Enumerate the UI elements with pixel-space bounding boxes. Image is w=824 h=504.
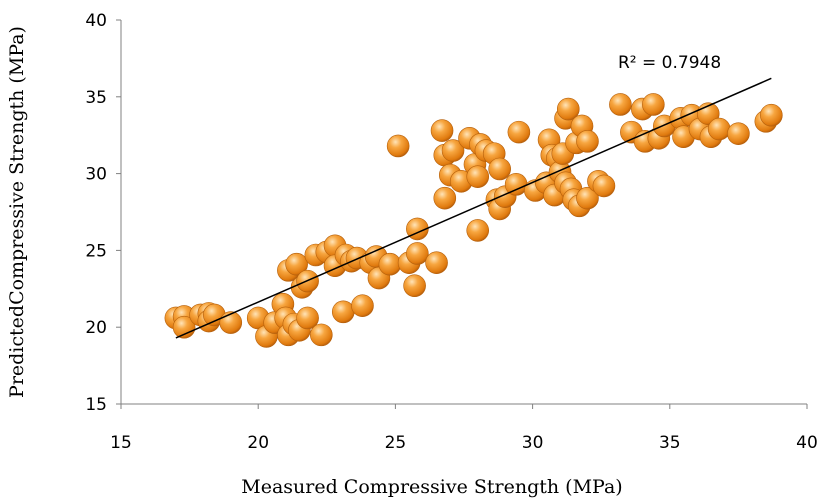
data-point — [433, 186, 457, 210]
data-point — [466, 219, 490, 242]
data-point — [576, 186, 599, 210]
data-points — [164, 93, 783, 348]
data-point — [609, 93, 632, 116]
data-point — [425, 251, 448, 274]
data-point — [727, 122, 750, 145]
data-point — [592, 174, 616, 198]
data-point — [331, 300, 355, 324]
x-tick-label: 30 — [522, 433, 544, 453]
data-point — [556, 97, 580, 121]
data-point — [441, 139, 465, 162]
x-tick-label: 25 — [385, 433, 407, 453]
data-point — [488, 157, 511, 181]
y-tick-label: 35 — [85, 88, 107, 108]
y-tick-label: 30 — [85, 165, 107, 185]
y-tick-label: 40 — [85, 11, 107, 31]
data-point — [351, 294, 374, 317]
data-point — [406, 242, 429, 265]
data-point — [430, 119, 454, 142]
data-point — [504, 173, 528, 196]
x-axis-title: Measured Compressive Strength (MPa) — [241, 476, 622, 498]
y-tick-label: 15 — [85, 395, 107, 415]
r-squared-annotation: R² = 0.7948 — [618, 53, 721, 73]
x-tick-label: 35 — [659, 433, 681, 453]
data-point — [386, 134, 410, 158]
x-tick-label: 20 — [247, 433, 269, 453]
x-tick-label: 15 — [110, 433, 132, 453]
trendline — [175, 77, 772, 339]
data-point — [466, 165, 490, 188]
axes: 15 20 25 30 35 40 15 20 25 30 35 40 — [85, 11, 817, 453]
data-point — [642, 93, 665, 116]
data-point — [219, 311, 243, 334]
x-tick-label: 40 — [796, 433, 818, 453]
y-tick-label: 25 — [85, 241, 107, 261]
data-point — [576, 130, 599, 153]
y-axis-title: PredictedCompressive Strength (MPa) — [6, 26, 28, 398]
data-point — [310, 323, 333, 347]
data-point — [760, 103, 783, 127]
data-point — [296, 306, 319, 330]
data-point — [507, 120, 531, 144]
y-tick-label: 20 — [85, 318, 107, 338]
data-point — [378, 252, 402, 276]
data-point — [403, 274, 426, 298]
y-ticks: 15 20 25 30 35 40 — [85, 11, 121, 415]
data-point — [285, 252, 308, 276]
data-point — [707, 117, 731, 141]
x-ticks: 15 20 25 30 35 40 — [110, 404, 818, 453]
